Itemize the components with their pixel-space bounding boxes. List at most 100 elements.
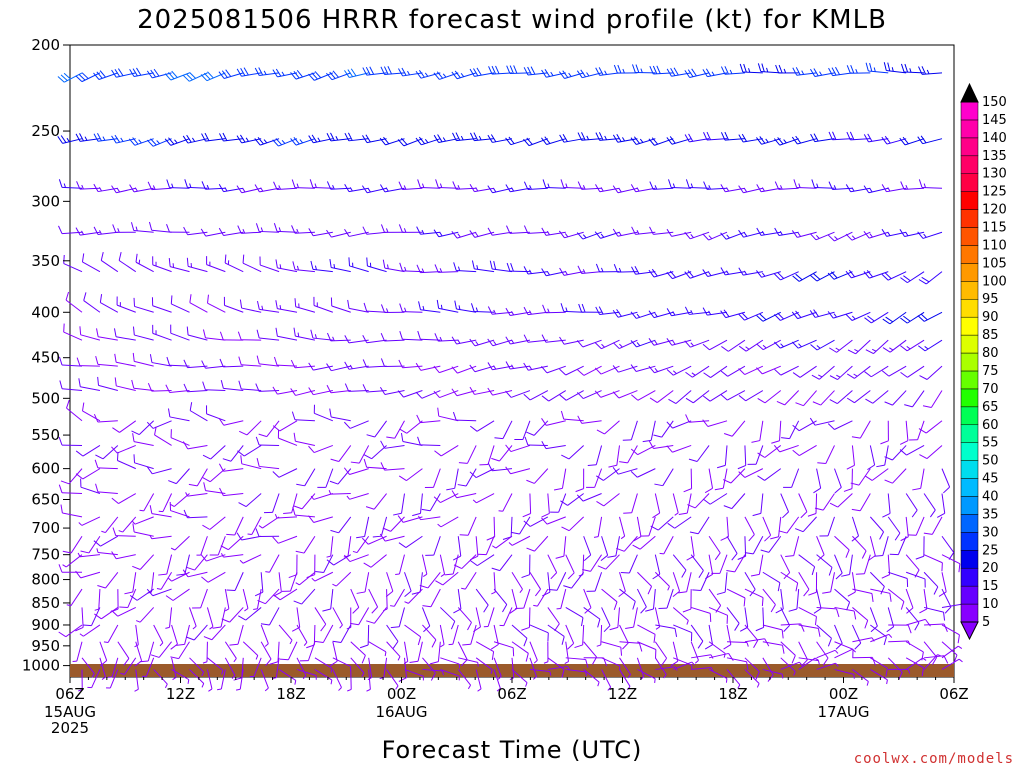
wind-barb [202, 516, 226, 530]
wind-barb [511, 641, 529, 662]
wind-barb [533, 588, 549, 607]
wind-barb [176, 554, 190, 576]
wind-barb [846, 365, 871, 379]
y-axis: 200 250 300 350 400 450 500 550 600 650 700 750 800 8… [22, 36, 70, 675]
wind-barb [272, 68, 298, 78]
wind-barb [189, 607, 197, 630]
wind-barb [708, 668, 728, 683]
wind-barb [292, 261, 315, 273]
wind-barb [362, 134, 387, 144]
wind-barb [256, 458, 280, 470]
wind-barb [814, 493, 835, 511]
wind-barb [265, 554, 280, 573]
wind-barb [791, 310, 817, 320]
wind-barb [523, 362, 548, 371]
wind-barb [78, 516, 101, 526]
wind-barb [326, 229, 351, 238]
wind-barb [404, 668, 424, 681]
wind-barb [313, 296, 334, 313]
wind-barb [722, 468, 746, 484]
wind-barb [380, 358, 405, 367]
wind-barb [654, 641, 668, 666]
colorbar-segment [960, 191, 979, 210]
wind-barb [865, 339, 889, 355]
wind-barb [601, 588, 618, 611]
x-axis: 06Z 12Z 18Z 00Z 06Z 12Z 18Z 00Z 06Z15AUG202516AU… [44, 677, 969, 737]
wind-barb [293, 588, 316, 605]
y-tick-label: 850 [31, 594, 60, 612]
wind-barb [829, 493, 853, 508]
wind-barb [59, 380, 83, 392]
wind-barb [444, 554, 459, 576]
wind-barb [469, 67, 495, 77]
wind-barb [726, 641, 749, 647]
wind-barb [630, 364, 656, 372]
wind-barb [720, 365, 746, 377]
wind-barb [491, 445, 513, 462]
colorbar-label: 85 [982, 328, 999, 343]
colorbar-label: 110 [982, 238, 1007, 253]
wind-barb [332, 607, 343, 629]
wind-barb [415, 362, 441, 371]
wind-barb [650, 516, 674, 531]
wind-barb [637, 624, 656, 643]
wind-barb [146, 138, 172, 147]
wind-barb [756, 339, 781, 351]
colorbar-label: 100 [982, 274, 1007, 289]
wind-barb [253, 588, 262, 610]
colorbar-label: 105 [982, 256, 1007, 271]
colorbar-segment [960, 424, 979, 443]
wind-barb [328, 490, 351, 495]
wind-barb [612, 339, 638, 350]
wind-barb [834, 641, 854, 658]
wind-barb [457, 607, 472, 631]
wind-barb [881, 365, 907, 377]
wind-barb [165, 588, 190, 601]
wind-barb [561, 445, 585, 460]
wind-barb [239, 554, 262, 564]
wind-barb [829, 339, 853, 353]
wind-barb [433, 365, 459, 374]
wind-barb [907, 516, 925, 536]
wind-barb [226, 572, 244, 592]
wind-barb [808, 572, 818, 596]
wind-barb [762, 588, 776, 613]
wind-barb [682, 589, 692, 613]
wind-barb [576, 339, 602, 348]
wind-barb [505, 184, 531, 193]
wind-barb [548, 572, 567, 591]
terrain-strip [70, 664, 954, 677]
wind-barb [217, 669, 226, 691]
wind-barb [310, 329, 333, 341]
wind-barb [206, 607, 214, 630]
credit-link[interactable]: coolwx.com/models [854, 751, 1014, 767]
wind-barb [492, 535, 513, 549]
wind-barb [494, 420, 513, 440]
wind-barb [292, 506, 315, 518]
wind-barb [493, 588, 508, 613]
wind-barb [828, 66, 853, 77]
wind-barb [75, 607, 84, 632]
wind-barb [343, 554, 369, 563]
wind-barb [451, 336, 477, 345]
wind-barb [583, 536, 592, 561]
wind-barb [299, 641, 316, 662]
wind-barb [870, 624, 887, 646]
wind-barb [847, 572, 856, 597]
wind-barb [577, 265, 602, 275]
wind-barb [881, 135, 907, 145]
wind-barb [186, 624, 208, 641]
wind-barb [435, 179, 459, 189]
wind-barb [529, 641, 538, 664]
wind-barb [900, 271, 925, 284]
wind-barb [521, 554, 531, 579]
wind-barb [366, 420, 387, 438]
wind-barb [828, 131, 853, 141]
wind-barb [269, 641, 280, 665]
wind-barb [237, 331, 262, 341]
wind-barb [136, 607, 155, 623]
wind-barb [625, 607, 638, 629]
colorbar-segment [960, 227, 979, 246]
wind-barb [315, 554, 334, 573]
colorbar-label: 150 [982, 95, 1007, 110]
